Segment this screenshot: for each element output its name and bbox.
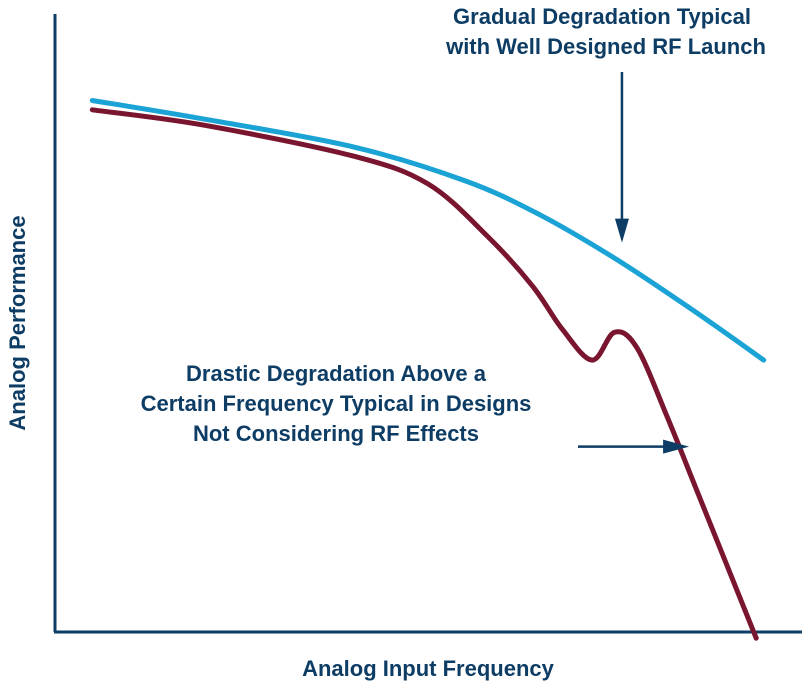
- series-line-drastic: [89, 107, 759, 641]
- x-axis-label: Analog Input Frequency: [302, 656, 555, 681]
- series-line-gradual: [89, 98, 767, 363]
- annotation-gradual-line-1: Gradual Degradation Typical: [453, 4, 751, 29]
- annotation-drastic-line-1: Drastic Degradation Above a: [186, 361, 487, 386]
- annotation-drastic-line-2: Certain Frequency Typical in Designs: [141, 391, 532, 416]
- annotation-drastic-arrowhead: [663, 439, 690, 454]
- annotation-gradual-arrowhead: [614, 218, 629, 243]
- annotation-drastic-line-3: Not Considering RF Effects: [193, 421, 479, 446]
- y-axis-label: Analog Performance: [5, 215, 30, 430]
- annotation-gradual-line-2: with Well Designed RF Launch: [445, 34, 766, 59]
